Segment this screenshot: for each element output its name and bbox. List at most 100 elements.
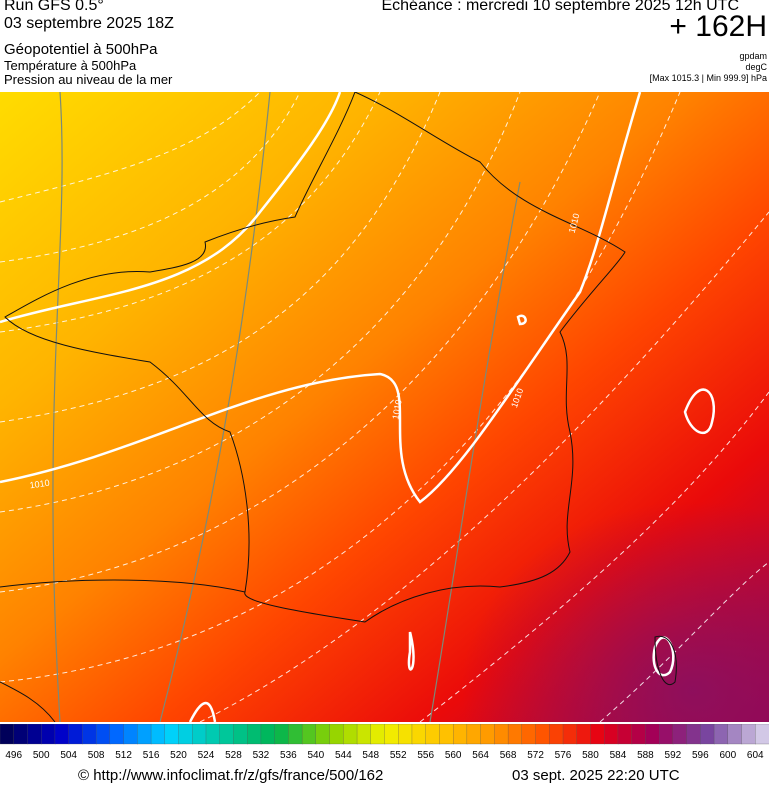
- colorbar-swatch: [398, 724, 413, 745]
- colorbar-swatch: [727, 724, 743, 745]
- colorbar-swatch: [672, 724, 688, 745]
- colorbar-swatch: [741, 724, 756, 745]
- colorbar-label: 520: [170, 750, 187, 761]
- colorbar-label: 524: [198, 750, 215, 761]
- colorbar-label: 532: [253, 750, 270, 761]
- lead-time: + 162H: [669, 10, 767, 43]
- temperature-contours: [0, 92, 769, 722]
- colorbar-swatch: [439, 724, 454, 745]
- colorbar-label: 540: [307, 750, 324, 761]
- colorbar-label: 556: [417, 750, 434, 761]
- source-url: © http://www.infoclimat.fr/z/gfs/france/…: [78, 767, 384, 784]
- pressure-range: [Max 1015.3 | Min 999.9] hPa: [649, 73, 767, 83]
- colorbar-swatch: [480, 724, 496, 745]
- colorbar-swatch: [82, 724, 97, 745]
- generated-time: 03 sept. 2025 22:20 UTC: [512, 767, 680, 784]
- colorbar-swatch: [274, 724, 290, 745]
- colorbar-label: 552: [390, 750, 407, 761]
- colorbar-swatch: [219, 724, 235, 745]
- colorbar-swatch: [109, 724, 125, 745]
- colorbar-swatch: [123, 724, 138, 745]
- colorbar-label: 508: [88, 750, 105, 761]
- colorbar-swatch: [205, 724, 221, 745]
- valid-time: Echéance : mercredi 10 septembre 2025 12…: [381, 0, 739, 14]
- colorbar-swatch: [507, 724, 523, 745]
- colorbar-label: 600: [719, 750, 736, 761]
- colorbar: 496 500 504 508 512 516 520 524 528 532 536 540 544 5…: [0, 724, 769, 761]
- colorbar-swatch: [494, 724, 509, 745]
- colorbar-swatch: [288, 724, 303, 745]
- isobar-label: 1010: [390, 399, 403, 420]
- colorbar-label: 504: [60, 750, 77, 761]
- coastlines: [0, 92, 677, 722]
- colorbar-swatch: [590, 724, 605, 745]
- colorbar-swatch: [384, 724, 399, 745]
- colorbar-label: 584: [610, 750, 627, 761]
- colorbar-label: 580: [582, 750, 599, 761]
- colorbar-swatch: [329, 724, 344, 745]
- run: 03 septembre 2025 18Z: [4, 15, 174, 32]
- colorbar-swatch: [562, 724, 578, 745]
- colorbar-label: 576: [555, 750, 572, 761]
- unit: degC: [745, 62, 767, 72]
- colorbar-swatch: [535, 724, 550, 745]
- colorbar-swatch: [370, 724, 386, 745]
- colorbar-swatch: [150, 724, 166, 745]
- colorbar-swatch: [260, 724, 276, 745]
- colorbar-swatch: [233, 724, 248, 745]
- colorbar-label: 596: [692, 750, 709, 761]
- colorbar-label: 604: [747, 750, 764, 761]
- colorbar-swatch: [658, 724, 674, 745]
- colorbar-label: 548: [362, 750, 379, 761]
- colorbar-label: 516: [143, 750, 160, 761]
- colorbar-swatch: [178, 724, 193, 745]
- colorbar-swatch: [631, 724, 647, 745]
- field-fill: [0, 92, 769, 722]
- colorbar-swatch: [356, 724, 372, 745]
- colorbar-swatch: [164, 724, 180, 745]
- colorbar-swatch: [411, 724, 427, 745]
- field: Température à 500hPa: [4, 58, 137, 73]
- colorbar-label: 568: [500, 750, 517, 761]
- colorbar-swatch: [54, 724, 70, 745]
- colorbar-swatch: [466, 724, 482, 745]
- colorbar-swatch: [755, 724, 769, 745]
- field-main: Géopotentiel à 500hPa: [4, 41, 158, 58]
- colorbar-swatch: [453, 724, 468, 745]
- colorbar-swatch: [686, 724, 701, 745]
- colorbar-swatch: [521, 724, 537, 745]
- colorbar-swatch: [343, 724, 358, 745]
- colorbar-swatch: [27, 724, 42, 745]
- colorbar-label: 572: [527, 750, 544, 761]
- colorbar-label: 544: [335, 750, 352, 761]
- colorbar-swatch: [192, 724, 207, 745]
- colorbar-swatch: [95, 724, 111, 745]
- colorbar-swatch: [0, 724, 15, 745]
- colorbar-swatch: [41, 724, 56, 745]
- colorbar-swatch: [13, 724, 29, 745]
- colorbar-swatch: [604, 724, 619, 745]
- colorbar-label: 564: [472, 750, 489, 761]
- colorbar-swatch: [425, 724, 441, 745]
- colorbar-swatch: [645, 724, 660, 745]
- isobars: [0, 92, 716, 722]
- isobar-label: 1010: [29, 478, 50, 491]
- colorbar-label: 588: [637, 750, 654, 761]
- colorbar-swatch: [137, 724, 152, 745]
- colorbar-label: 496: [5, 750, 22, 761]
- colorbar-swatch: [68, 724, 84, 745]
- colorbar-label: 512: [115, 750, 132, 761]
- colorbar-swatch: [576, 724, 592, 745]
- colorbar-label: 592: [665, 750, 682, 761]
- colorbar-swatch: [247, 724, 262, 745]
- unit: gpdam: [739, 51, 767, 61]
- colorbar-label: 528: [225, 750, 242, 761]
- colorbar-swatch: [617, 724, 633, 745]
- colorbar-swatch: [700, 724, 715, 745]
- field: Pression au niveau de la mer: [4, 72, 173, 87]
- colorbar-swatch: [713, 724, 729, 745]
- colorbar-label: 536: [280, 750, 297, 761]
